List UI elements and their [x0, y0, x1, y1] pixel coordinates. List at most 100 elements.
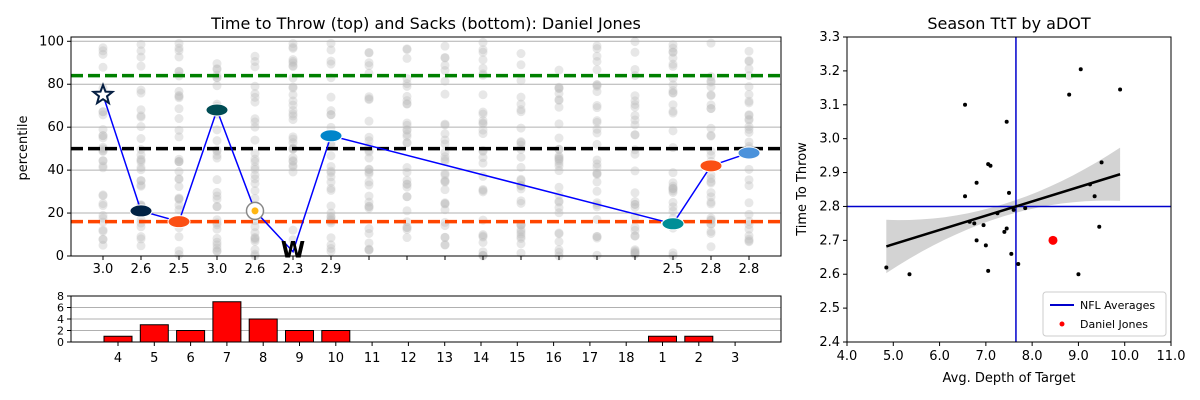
league-dot — [288, 115, 298, 125]
league-dot — [630, 149, 640, 159]
scatter-y-tick-label: 2.4 — [819, 335, 840, 350]
league-dot — [326, 208, 336, 218]
league-dot — [630, 120, 640, 130]
league-dot — [440, 205, 450, 215]
league-dot — [402, 179, 412, 189]
league-dot — [592, 101, 602, 111]
league-dot — [516, 229, 526, 239]
league-dot — [630, 96, 640, 106]
league-dot — [592, 159, 602, 169]
league-qb-point — [972, 221, 977, 226]
bengals-logo-icon — [167, 215, 191, 229]
league-dot — [478, 116, 488, 126]
league-dot — [326, 38, 336, 48]
league-dot — [364, 92, 374, 102]
league-dot — [174, 93, 184, 103]
league-dot — [706, 170, 716, 180]
ttt-x-tick-label: 2.5 — [663, 262, 684, 277]
scatter-y-axis-label: Time To Throw — [795, 142, 810, 237]
league-dot — [440, 169, 450, 179]
league-dot — [250, 222, 260, 232]
league-dot — [478, 47, 488, 57]
league-dot — [402, 45, 412, 55]
league-qb-point — [1002, 229, 1007, 234]
league-dot — [326, 233, 336, 243]
league-dot — [98, 49, 108, 59]
scatter-y-tick-label: 2.6 — [819, 267, 840, 282]
league-dot — [630, 37, 640, 47]
league-dot — [288, 111, 298, 121]
league-dot — [554, 247, 564, 257]
league-dot — [364, 238, 374, 248]
league-dot — [98, 133, 108, 143]
league-dot — [668, 88, 678, 98]
scatter-x-tick-label: 9.0 — [1068, 349, 1089, 364]
sacks-x-tick-label: 5 — [150, 351, 158, 366]
league-dot — [98, 225, 108, 235]
league-dot — [174, 52, 184, 62]
league-dot — [706, 38, 716, 48]
league-dot — [212, 202, 222, 212]
sacks-y-tick-label: 4 — [57, 313, 64, 326]
league-dot — [478, 187, 488, 197]
league-dot — [136, 112, 146, 122]
scatter-y-tick-label: 2.8 — [819, 199, 840, 214]
sacks-x-tick-label: 15 — [509, 351, 526, 366]
league-dot — [136, 180, 146, 190]
league-dot — [554, 197, 564, 207]
league-dot — [630, 197, 640, 207]
league-dot — [250, 56, 260, 66]
league-dot — [668, 181, 678, 191]
league-dot — [478, 118, 488, 128]
league-dot — [402, 163, 412, 173]
league-dot — [440, 135, 450, 145]
league-dot — [706, 77, 716, 87]
league-dot — [364, 164, 374, 174]
league-dot — [706, 104, 716, 114]
league-dot — [136, 176, 146, 186]
league-dot — [592, 103, 602, 113]
league-dot — [136, 88, 146, 98]
league-dot — [174, 91, 184, 101]
scatter-x-tick-label: 4.0 — [837, 349, 858, 364]
scatter-x-tick-label: 10.0 — [1110, 349, 1139, 364]
league-dot — [516, 76, 526, 86]
league-dot — [174, 249, 184, 259]
league-dot — [212, 64, 222, 74]
league-dot — [98, 226, 108, 236]
league-dot — [250, 162, 260, 172]
league-qb-point — [1023, 206, 1028, 211]
league-dot — [250, 178, 260, 188]
league-dot — [288, 42, 298, 52]
ttt-series — [102, 94, 750, 254]
league-dot — [592, 233, 602, 243]
league-dot — [554, 228, 564, 238]
league-dot — [98, 201, 108, 211]
league-dot — [440, 177, 450, 187]
league-dot — [288, 58, 298, 68]
league-dot — [250, 193, 260, 203]
league-dot — [478, 55, 488, 65]
league-dot — [668, 186, 678, 196]
league-dot — [212, 246, 222, 256]
league-qb-point — [1099, 160, 1104, 165]
league-dot — [592, 51, 602, 61]
league-dot — [174, 200, 184, 210]
league-dot — [592, 250, 602, 260]
league-dot — [554, 84, 564, 94]
league-dot — [288, 109, 298, 119]
league-dot — [364, 48, 374, 58]
league-qb-point — [1004, 226, 1009, 231]
league-dot — [212, 125, 222, 135]
league-dot — [136, 111, 146, 121]
league-dot — [402, 120, 412, 130]
league-dot — [98, 163, 108, 173]
scatter-title: Season TtT by aDOT — [927, 14, 1090, 33]
scatter-x-ticks: 4.0 5.0 6.0 7.0 8.0 9.0 10.0 11.0 — [837, 342, 1185, 364]
league-dot — [592, 56, 602, 66]
league-dot — [592, 81, 602, 91]
league-dot — [744, 110, 754, 120]
scatter-x-axis-label: Avg. Depth of Target — [943, 371, 1076, 386]
league-dot — [706, 131, 716, 141]
league-dot — [630, 231, 640, 241]
